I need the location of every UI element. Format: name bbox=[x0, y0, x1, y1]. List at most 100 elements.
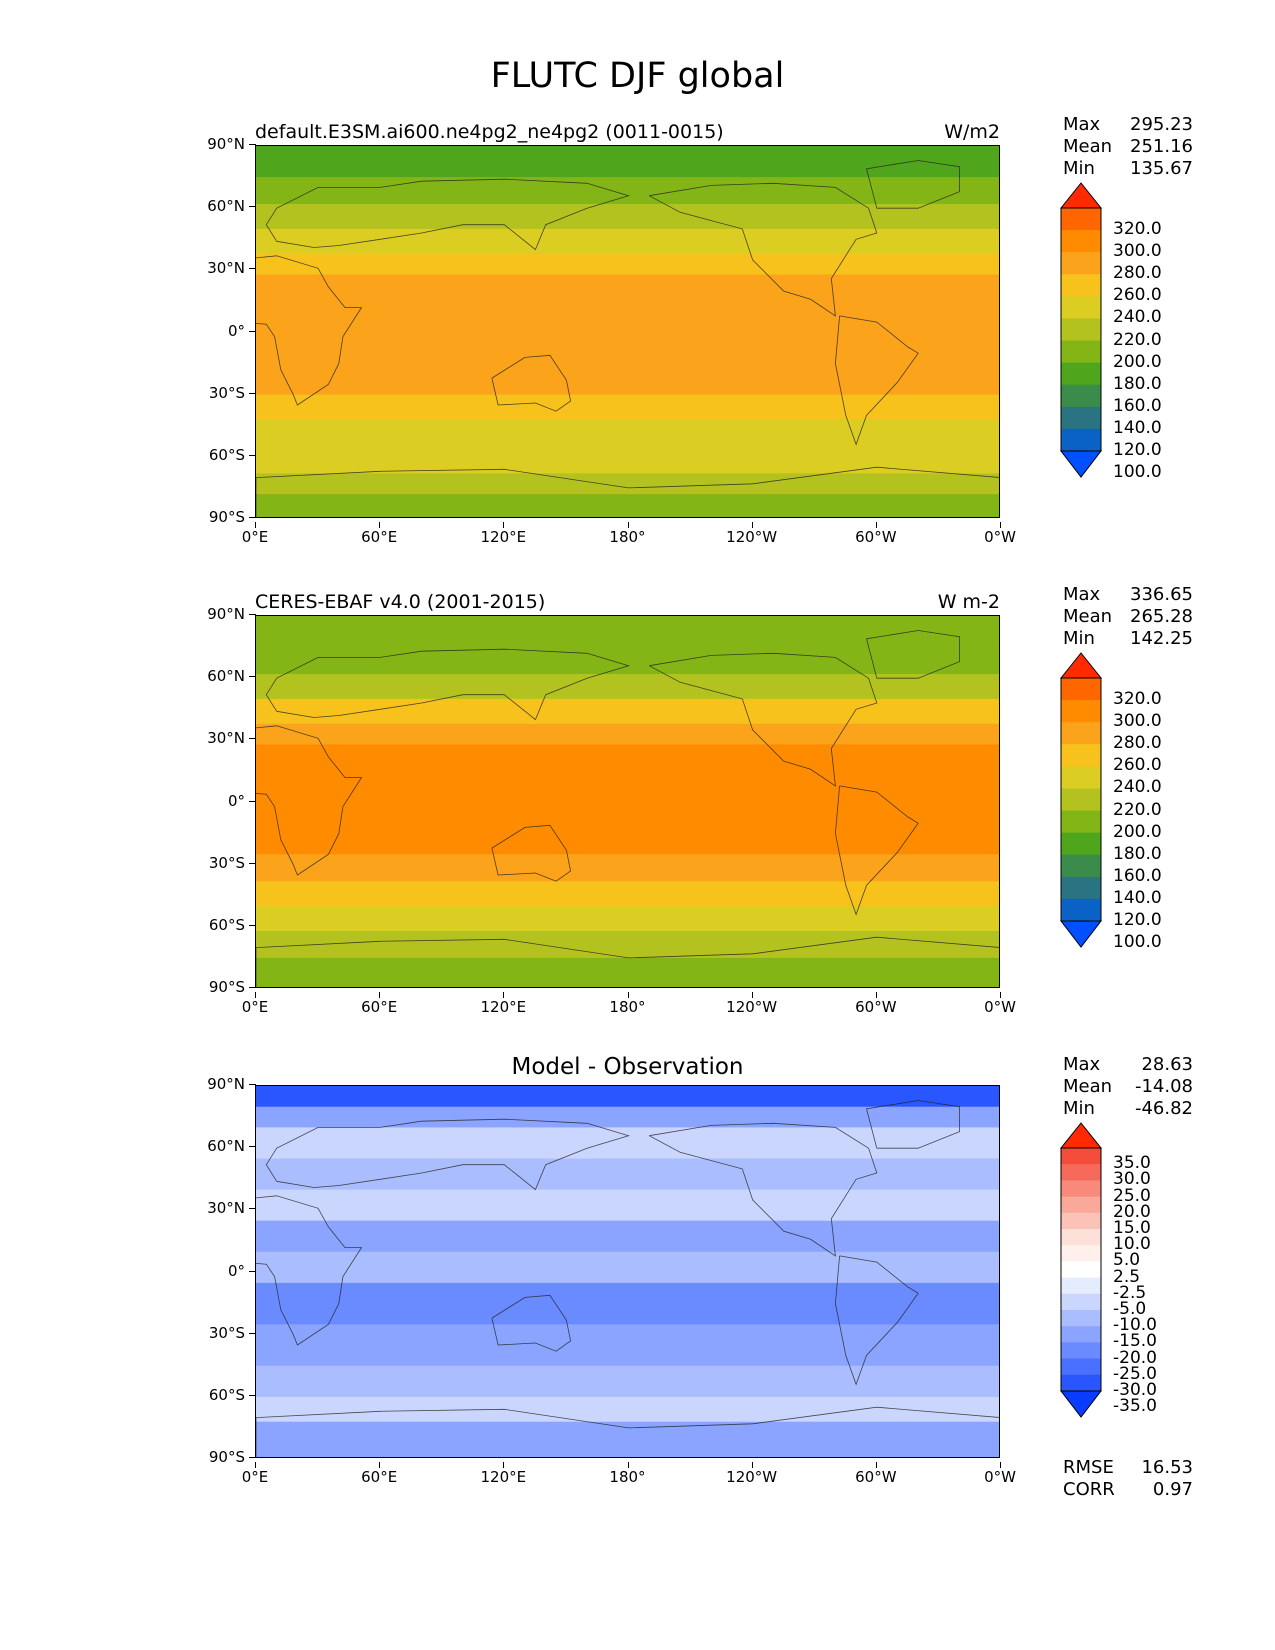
colorbar-segment bbox=[1061, 429, 1101, 452]
colorbar-extend-max bbox=[1061, 183, 1101, 208]
colorbar-level-label: 220.0 bbox=[1113, 802, 1162, 819]
zonal-band-1 bbox=[256, 177, 1000, 204]
x-tick-label: 120°W bbox=[712, 998, 792, 1016]
zonal-band-11 bbox=[256, 1422, 1000, 1458]
stat-mean-label: Mean bbox=[1063, 1076, 1121, 1098]
colorbar-segment bbox=[1061, 722, 1101, 745]
colorbar-segment bbox=[1061, 1164, 1101, 1181]
y-tick-label: 60°N bbox=[185, 667, 245, 685]
rmse-value: 16.53 bbox=[1123, 1457, 1193, 1479]
y-tick-label: 90°S bbox=[185, 508, 245, 526]
colorbar-segment bbox=[1061, 1180, 1101, 1197]
y-tick-label: 90°N bbox=[185, 135, 245, 153]
map-plot-area bbox=[255, 615, 1000, 988]
x-tick-label: 120°E bbox=[463, 528, 543, 546]
colorbar-segment bbox=[1061, 1342, 1101, 1359]
colorbar-graphic bbox=[1060, 652, 1104, 949]
zonal-band-4 bbox=[256, 1190, 1000, 1222]
zonal-band-7 bbox=[256, 1283, 1000, 1325]
y-tick-label: 30°N bbox=[185, 1199, 245, 1217]
zonal-band-1 bbox=[256, 1107, 1000, 1128]
zonal-band-8 bbox=[256, 395, 1000, 420]
x-tick-label: 0°W bbox=[960, 528, 1040, 546]
colorbar-segment bbox=[1061, 1245, 1101, 1262]
colorbar-segment bbox=[1061, 1294, 1101, 1311]
colorbar-segment bbox=[1061, 1375, 1101, 1392]
y-tick-label: 90°N bbox=[185, 605, 245, 623]
zonal-band-11 bbox=[256, 473, 1000, 494]
zonal-band-7 bbox=[256, 854, 1000, 881]
x-tick-label: 0°W bbox=[960, 1468, 1040, 1486]
colorbar-segment bbox=[1061, 230, 1101, 253]
colorbar-graphic bbox=[1060, 182, 1104, 479]
colorbar-segment bbox=[1061, 855, 1101, 878]
stat-max-value: 28.63 bbox=[1121, 1054, 1193, 1076]
colorbar-extend-min bbox=[1061, 921, 1101, 947]
stat-max-value: 295.23 bbox=[1121, 114, 1193, 136]
x-tick-label: 0°E bbox=[215, 998, 295, 1016]
zonal-band-7 bbox=[256, 364, 1000, 396]
colorbar-segment bbox=[1061, 1359, 1101, 1376]
x-tick-label: 180° bbox=[588, 528, 668, 546]
panel-units: W m-2 bbox=[938, 591, 1000, 613]
x-tick-label: 0°E bbox=[215, 528, 295, 546]
panel-difference: Model - Observation 90°N 60°N 30°N 0° 30°S 60… bbox=[0, 1060, 1275, 1530]
zonal-band-6 bbox=[256, 1252, 1000, 1284]
stat-min-value: 142.25 bbox=[1121, 628, 1193, 650]
panel-title: CERES-EBAF v4.0 (2001-2015) bbox=[255, 591, 545, 613]
zonal-band-0 bbox=[256, 616, 1000, 641]
colorbar-segment bbox=[1061, 877, 1101, 900]
y-tick-label: 0° bbox=[185, 322, 245, 340]
x-tick-label: 60°W bbox=[836, 998, 916, 1016]
y-tick-label: 60°S bbox=[185, 916, 245, 934]
panel-title: Model - Observation bbox=[255, 1054, 1000, 1080]
zonal-band-10 bbox=[256, 931, 1000, 958]
panel-model: default.E3SM.ai600.ne4pg2_ne4pg2 (0011-0… bbox=[0, 120, 1275, 590]
y-tick-label: 60°S bbox=[185, 1386, 245, 1404]
panel-title: default.E3SM.ai600.ne4pg2_ne4pg2 (0011-0… bbox=[255, 121, 724, 143]
colorbar-graphic bbox=[1060, 1122, 1104, 1419]
colorbar-segment bbox=[1061, 274, 1101, 297]
zonal-band-6 bbox=[256, 312, 1000, 364]
stat-min-label: Min bbox=[1063, 1098, 1121, 1120]
stat-mean-value: 251.16 bbox=[1121, 136, 1193, 158]
colorbar-level-label: 200.0 bbox=[1113, 824, 1162, 841]
colorbar-level-label: 320.0 bbox=[1113, 691, 1162, 708]
zonal-band-12 bbox=[256, 494, 1000, 518]
colorbar-level-label: 200.0 bbox=[1113, 354, 1162, 371]
zonal-band-9 bbox=[256, 1366, 1000, 1398]
zonal-band-9 bbox=[256, 906, 1000, 931]
zonal-band-0 bbox=[256, 1086, 1000, 1107]
map-plot-area bbox=[255, 145, 1000, 518]
colorbar-level-label: 180.0 bbox=[1113, 846, 1162, 863]
colorbar-level-label: 220.0 bbox=[1113, 332, 1162, 349]
x-tick-label: 120°W bbox=[712, 1468, 792, 1486]
colorbar-segment bbox=[1061, 318, 1101, 341]
colorbar-segment bbox=[1061, 1261, 1101, 1278]
x-tick-label: 60°W bbox=[836, 1468, 916, 1486]
colorbar-level-label: 140.0 bbox=[1113, 420, 1162, 437]
y-tick-label: 30°S bbox=[185, 1324, 245, 1342]
x-tick-label: 60°E bbox=[339, 1468, 419, 1486]
colorbar-segment bbox=[1061, 208, 1101, 231]
x-tick-label: 180° bbox=[588, 1468, 668, 1486]
colorbar-segment bbox=[1061, 700, 1101, 723]
zonal-band-0 bbox=[256, 146, 1000, 178]
colorbar-segment bbox=[1061, 744, 1101, 767]
zonal-band-5 bbox=[256, 1221, 1000, 1253]
x-tick-label: 0°E bbox=[215, 1468, 295, 1486]
stat-max-label: Max bbox=[1063, 114, 1121, 136]
y-tick-label: 60°N bbox=[185, 197, 245, 215]
map-plot-area bbox=[255, 1085, 1000, 1458]
zonal-band-10 bbox=[256, 1397, 1000, 1422]
y-tick-label: 30°N bbox=[185, 729, 245, 747]
zonal-band-8 bbox=[256, 881, 1000, 906]
metrics-box: RMSE 16.53 CORR 0.97 bbox=[1063, 1457, 1193, 1501]
zonal-band-10 bbox=[256, 446, 1000, 473]
stat-mean-value: -14.08 bbox=[1121, 1076, 1193, 1098]
colorbar-level-label: 100.0 bbox=[1113, 464, 1162, 481]
colorbar-level-label: 160.0 bbox=[1113, 398, 1162, 415]
x-tick-label: 120°E bbox=[463, 1468, 543, 1486]
stat-max-value: 336.65 bbox=[1121, 584, 1193, 606]
colorbar-segment bbox=[1061, 1278, 1101, 1295]
